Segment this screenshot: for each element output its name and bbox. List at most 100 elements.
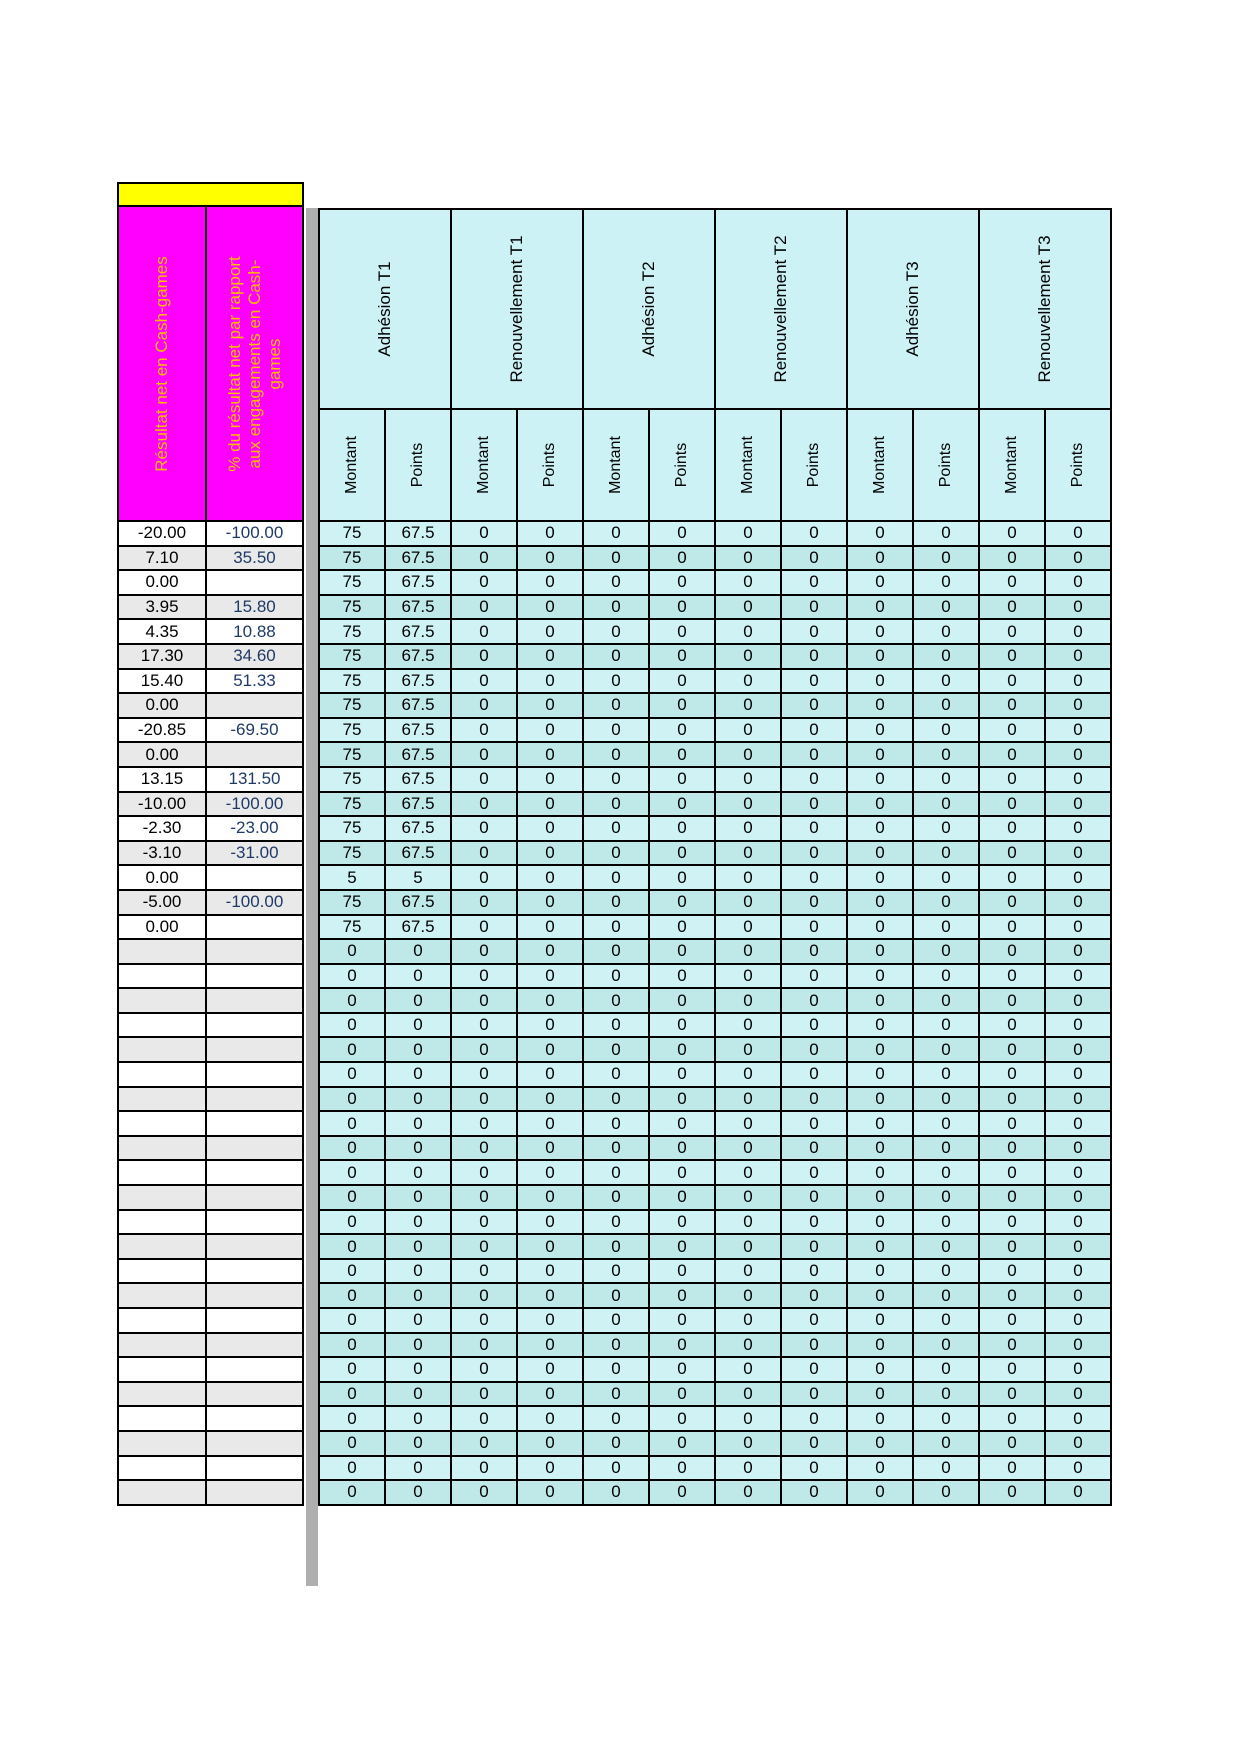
resultat-cell: 0.00 [117,913,207,941]
group-header-renouvellement-t2-label: Renouvellement T2 [771,235,790,383]
value-cell: 0 [582,1233,650,1260]
left-table-row [117,1184,304,1211]
value-cell: 67.5 [384,618,452,645]
value-cell: 0 [450,520,518,547]
value-cell: 0 [450,1257,518,1285]
value-cell: 0 [1044,1061,1112,1088]
value-cell: 0 [582,1159,650,1187]
value-cell: 67.5 [384,815,452,842]
value-cell: 0 [450,962,518,990]
value-cell: 0 [582,593,650,621]
value-cell: 0 [912,1134,980,1162]
value-cell: 0 [714,1356,782,1383]
value-cell: 0 [582,1257,650,1285]
left-table-row: 7.10 35.50 [117,544,304,572]
main-table: Adhésion T1 Renouvellement T1 Adhésion T… [318,208,1112,1506]
value-cell: 0 [582,913,650,941]
resultat-cell [117,1233,207,1260]
percent-cell [205,1159,304,1187]
value-cell: 0 [912,1307,980,1334]
value-cell: 0 [846,1134,914,1162]
percent-cell [205,1036,304,1064]
value-cell: 0 [450,1011,518,1039]
value-cell: 0 [912,667,980,695]
value-cell: 0 [714,667,782,695]
value-cell: 0 [978,1429,1046,1457]
percent-cell: 51.33 [205,667,304,695]
value-cell: 0 [450,1405,518,1432]
value-cell: 0 [780,1257,848,1285]
sub-header-montant-t1: Montant [450,408,518,522]
value-cell: 0 [1044,1405,1112,1432]
value-cell: 67.5 [384,888,452,916]
value-cell: 0 [648,1233,716,1260]
sub-header-points-t3: Points [912,408,980,522]
value-cell: 0 [846,1380,914,1408]
percent-cell [205,1479,304,1506]
value-cell: 0 [714,1307,782,1334]
value-cell: 0 [516,1134,584,1162]
value-cell: 0 [648,1356,716,1383]
group-header-renouvellement-t3: Renouvellement T3 [978,208,1112,410]
value-cell: 0 [912,1011,980,1039]
value-cell: 0 [384,1110,452,1137]
value-cell: 0 [582,815,650,842]
column-header-percent: % du résultat net par rapport aux engage… [205,205,304,522]
value-cell: 0 [846,1233,914,1260]
resultat-cell [117,1307,207,1334]
left-table: Résultat net en Cash-games % du résultat… [117,182,304,1506]
value-cell: 0 [714,1331,782,1359]
value-cell: 0 [780,987,848,1014]
value-cell: 0 [780,913,848,941]
value-cell: 0 [648,1208,716,1236]
value-cell: 0 [318,1036,386,1064]
left-table-row [117,1307,304,1334]
value-cell: 0 [780,569,848,596]
value-cell: 0 [648,1331,716,1359]
value-cell: 0 [516,1257,584,1285]
value-cell: 0 [516,716,584,744]
column-header-percent-label: % du résultat net par rapport aux engage… [224,255,284,472]
value-cell: 0 [978,1356,1046,1383]
value-cell: 0 [516,569,584,596]
value-cell: 0 [1044,1257,1112,1285]
main-table-row: 75 67.5 0 0 0 0 0 0 0 0 0 0 [318,692,1112,719]
value-cell: 0 [1044,593,1112,621]
value-cell: 67.5 [384,544,452,572]
value-cell: 0 [846,1184,914,1211]
value-cell: 0 [978,864,1046,891]
value-cell: 0 [1044,1380,1112,1408]
value-cell: 67.5 [384,913,452,941]
percent-cell [205,1257,304,1285]
value-cell: 0 [450,864,518,891]
value-cell: 0 [1044,692,1112,719]
value-cell: 0 [516,544,584,572]
value-cell: 0 [450,1233,518,1260]
value-cell: 0 [912,1208,980,1236]
value-cell: 0 [318,1405,386,1432]
value-cell: 0 [582,790,650,818]
value-cell: 0 [846,667,914,695]
value-cell: 0 [648,1110,716,1137]
percent-cell [205,1208,304,1236]
value-cell: 0 [1044,1159,1112,1187]
value-cell: 0 [582,839,650,867]
value-cell: 0 [582,716,650,744]
value-cell: 0 [912,1110,980,1137]
value-cell: 0 [648,1380,716,1408]
value-cell: 0 [582,1036,650,1064]
value-cell: 0 [648,1036,716,1064]
value-cell: 0 [516,1479,584,1506]
value-cell: 0 [978,1454,1046,1482]
value-cell: 0 [582,618,650,645]
value-cell: 0 [582,1134,650,1162]
left-table-row [117,1085,304,1113]
value-cell: 0 [450,1331,518,1359]
value-cell: 0 [912,1282,980,1309]
value-cell: 0 [582,765,650,793]
value-cell: 0 [582,1454,650,1482]
value-cell: 0 [648,1454,716,1482]
value-cell: 0 [714,1257,782,1285]
